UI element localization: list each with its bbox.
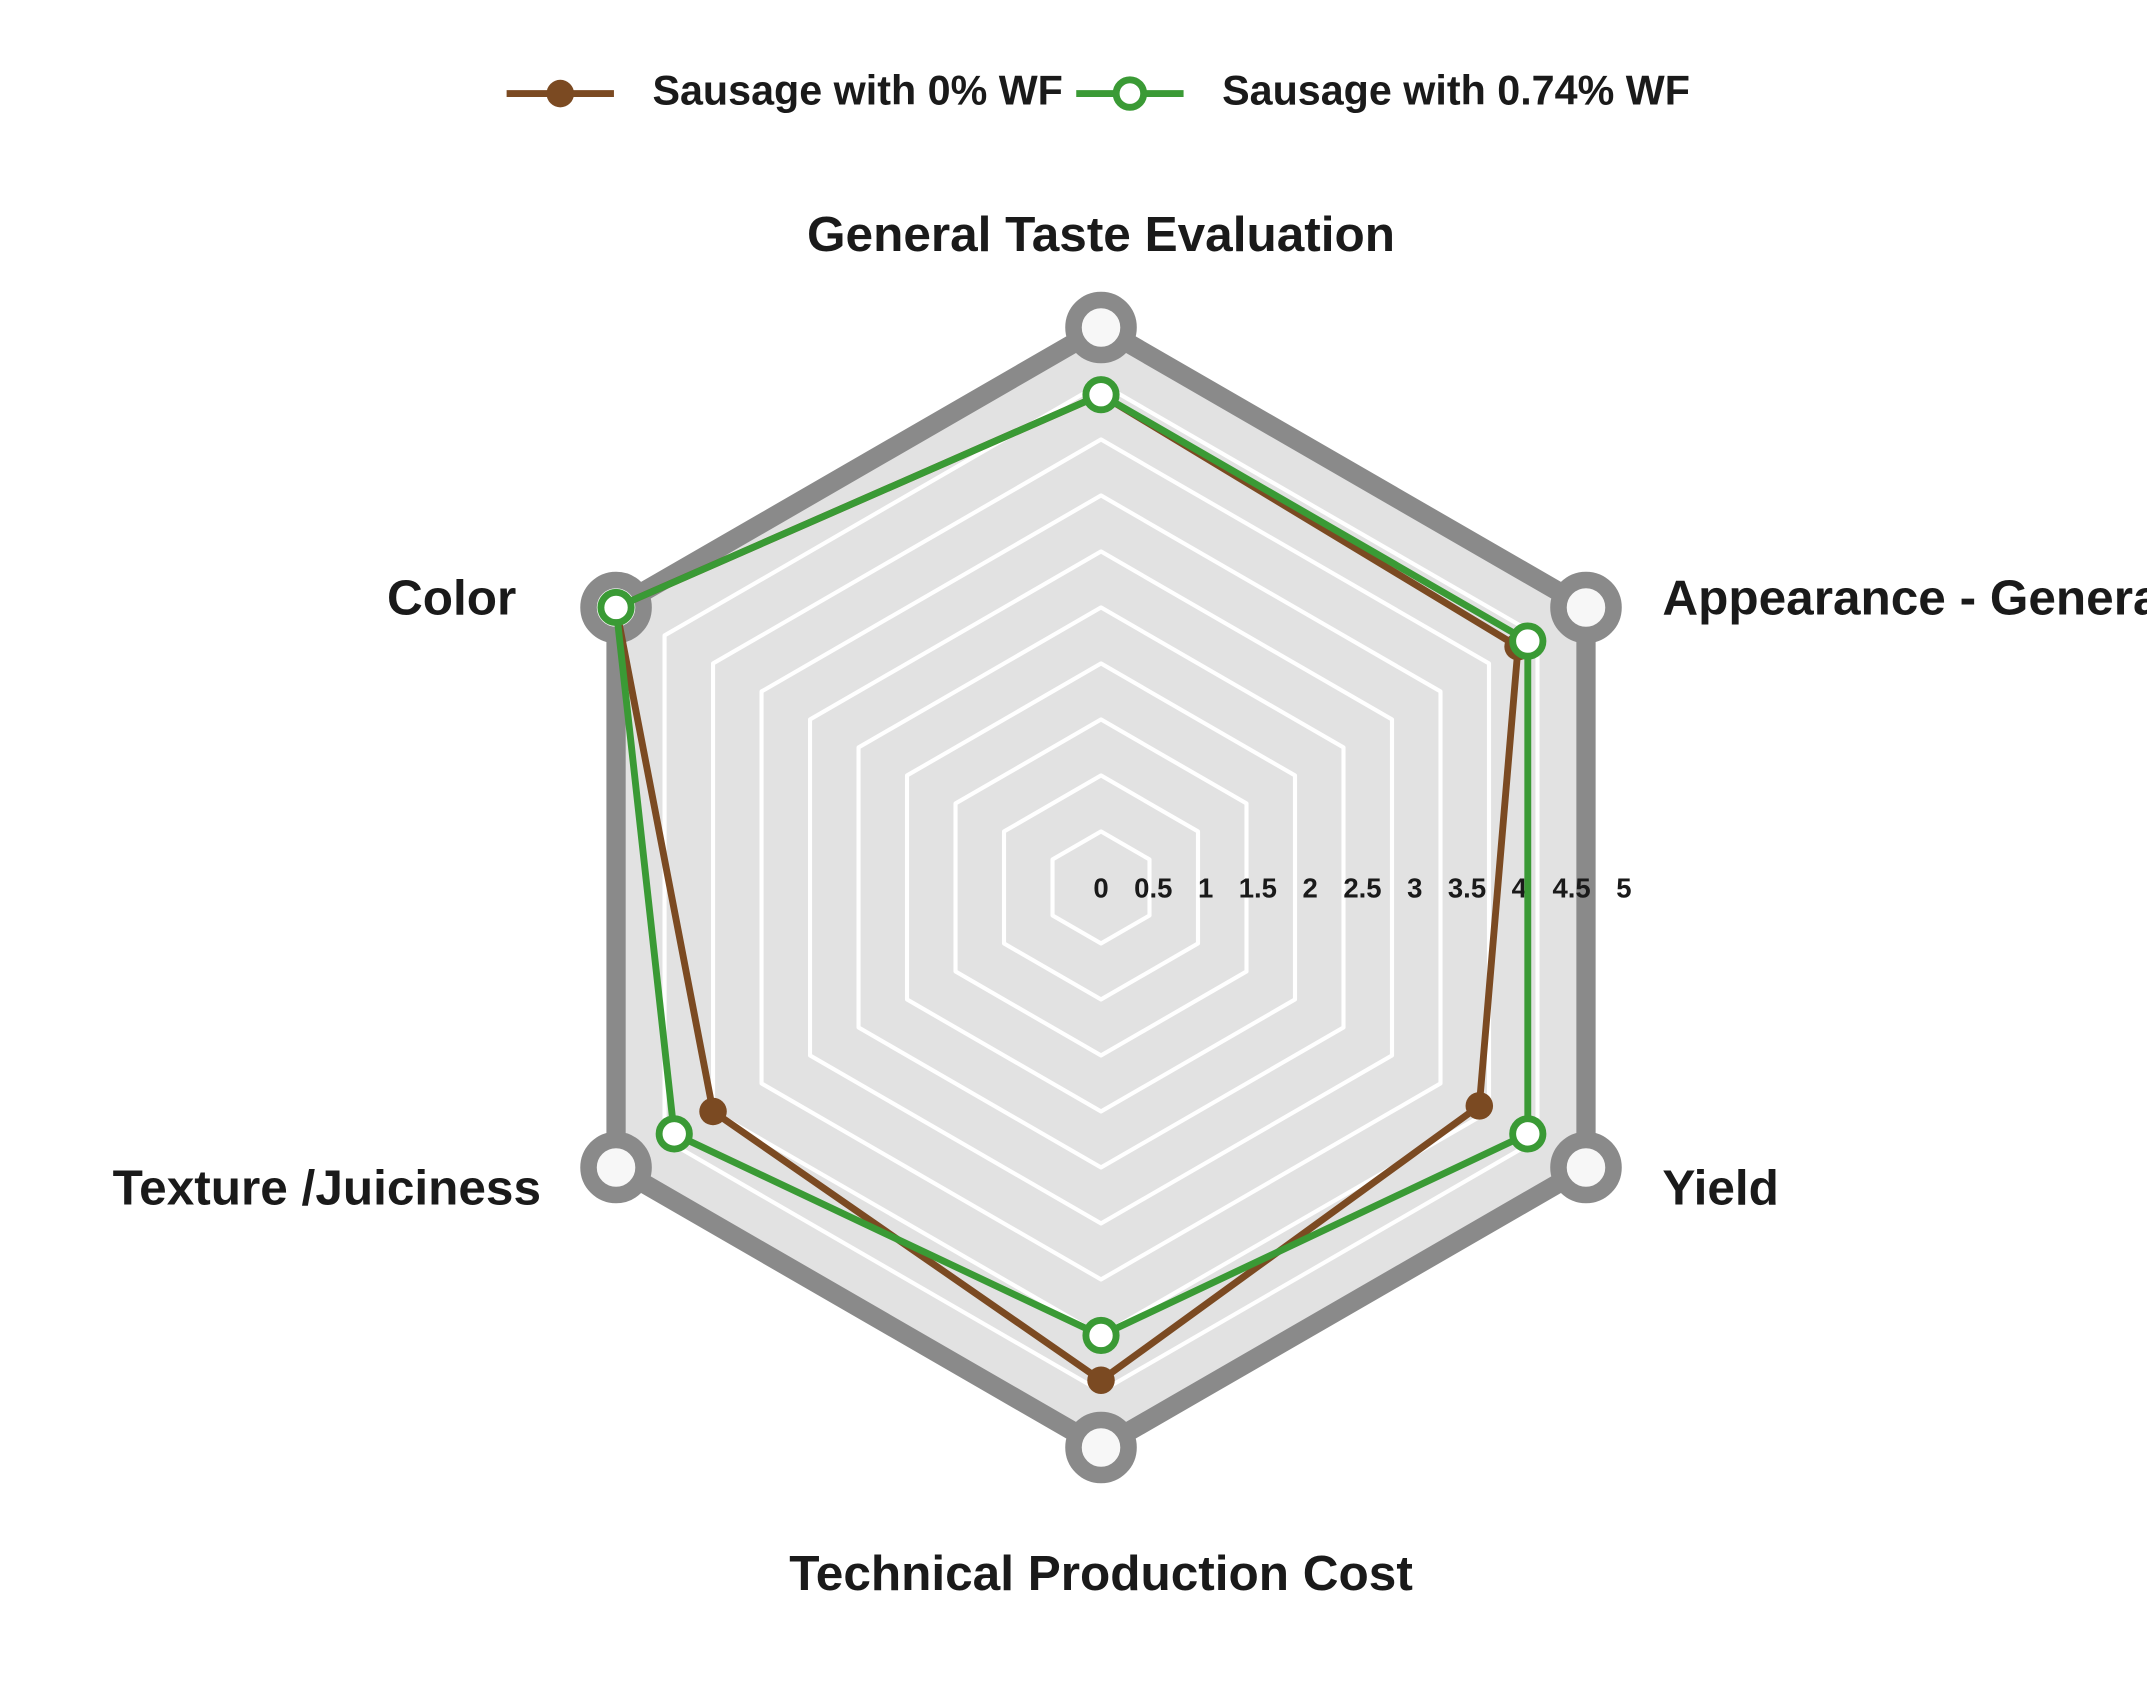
grid-ring (1050, 829, 1152, 946)
axis-end (1065, 291, 1137, 364)
category-label: Yield (1662, 1161, 1778, 1216)
grid-ring (759, 493, 1443, 1282)
category-label: General Taste Evaluation (807, 207, 1395, 262)
r-tick-label: 0.5 (1134, 872, 1172, 903)
category-label: Color (387, 570, 516, 625)
axis-end (1065, 1411, 1137, 1484)
r-tick-label: 0 (1093, 872, 1108, 903)
grid-ring (807, 549, 1395, 1226)
r-tick-label: 2.5 (1343, 872, 1381, 903)
series-point (655, 1115, 693, 1153)
legend-label: Sausage with 0.74% WF (1222, 67, 1690, 113)
r-tick-label: 4 (1512, 872, 1528, 903)
series-point (1509, 622, 1547, 660)
r-tick-label: 2 (1303, 872, 1318, 903)
r-tick-label: 1.5 (1239, 872, 1277, 903)
axis-end (580, 1131, 652, 1204)
legend-marker (1112, 76, 1148, 111)
r-tick-label: 5 (1616, 872, 1631, 903)
category-label: Texture /Juiciness (113, 1161, 541, 1216)
grid-ring (953, 717, 1249, 1058)
category-label: Appearance - General (1662, 570, 2147, 625)
grid-ring (904, 661, 1298, 1114)
category-label: Technical Production Cost (789, 1546, 1413, 1601)
grid-ring (1001, 773, 1201, 1002)
r-tick-label: 1 (1198, 872, 1213, 903)
legend-label: Sausage with 0% WF (652, 67, 1062, 113)
series-point (1082, 1316, 1120, 1355)
series-point (597, 588, 635, 627)
series-point (1087, 1366, 1115, 1395)
series-point (1465, 1092, 1494, 1120)
series-point (699, 1097, 727, 1126)
series-point (1082, 376, 1120, 414)
r-tick-label: 3.5 (1448, 872, 1486, 903)
axis-end (1550, 571, 1622, 644)
r-tick-label: 3 (1407, 872, 1422, 903)
legend-marker (546, 79, 575, 108)
series-point (1509, 1115, 1547, 1153)
axis-end (1550, 1131, 1622, 1204)
r-tick-label: 4.5 (1552, 872, 1590, 903)
grid-ring (856, 605, 1346, 1170)
radar-background (616, 327, 1586, 1448)
